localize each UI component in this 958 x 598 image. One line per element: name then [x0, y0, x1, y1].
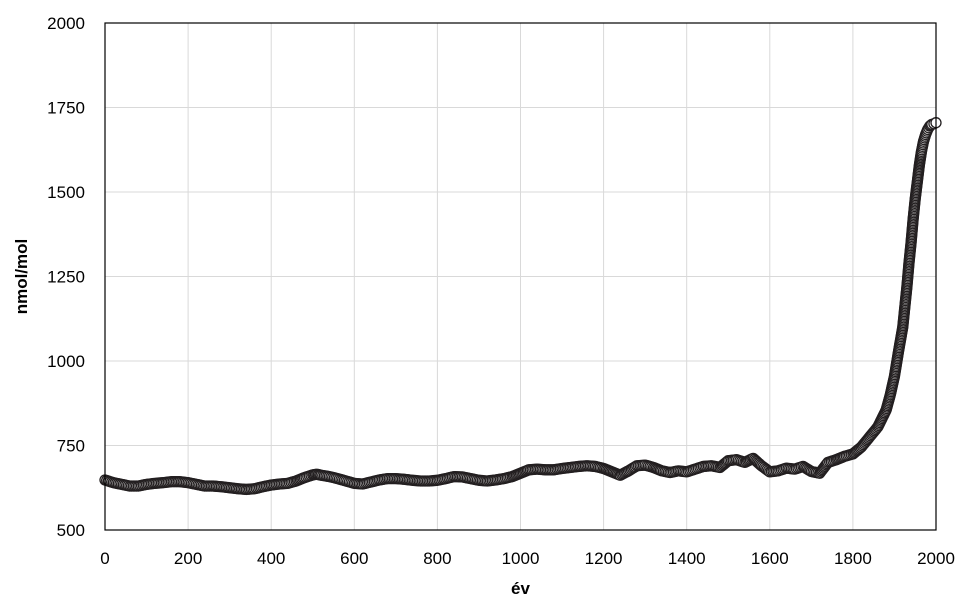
y-tick-label: 1000 [47, 352, 85, 371]
x-tick-label: 1200 [585, 549, 623, 568]
x-tick-label: 1600 [751, 549, 789, 568]
y-tick-label: 1250 [47, 268, 85, 287]
y-tick-label: 2000 [47, 14, 85, 33]
x-tick-label: 1400 [668, 549, 706, 568]
data-points [99, 117, 942, 496]
grid-lines [104, 22, 937, 531]
x-tick-label: 400 [257, 549, 285, 568]
x-tick-label: 2000 [917, 549, 955, 568]
y-tick-label: 500 [57, 521, 85, 540]
plot-area [104, 22, 937, 531]
y-tick-labels: 500 750 1000 1250 1500 1750 2000 [47, 14, 85, 540]
x-tick-label: 600 [340, 549, 368, 568]
y-tick-label: 1750 [47, 99, 85, 118]
x-axis-title: év [511, 579, 530, 598]
y-tick-label: 750 [57, 437, 85, 456]
x-tick-labels: 0 200 400 600 800 1000 1200 1400 1600 1800 2000 [100, 549, 955, 568]
x-tick-label: 0 [100, 549, 109, 568]
x-tick-label: 800 [423, 549, 451, 568]
x-tick-label: 1000 [502, 549, 540, 568]
x-tick-label: 200 [174, 549, 202, 568]
x-tick-label: 1800 [834, 549, 872, 568]
y-tick-label: 1500 [47, 183, 85, 202]
y-axis-title: nmol/mol [12, 239, 31, 315]
